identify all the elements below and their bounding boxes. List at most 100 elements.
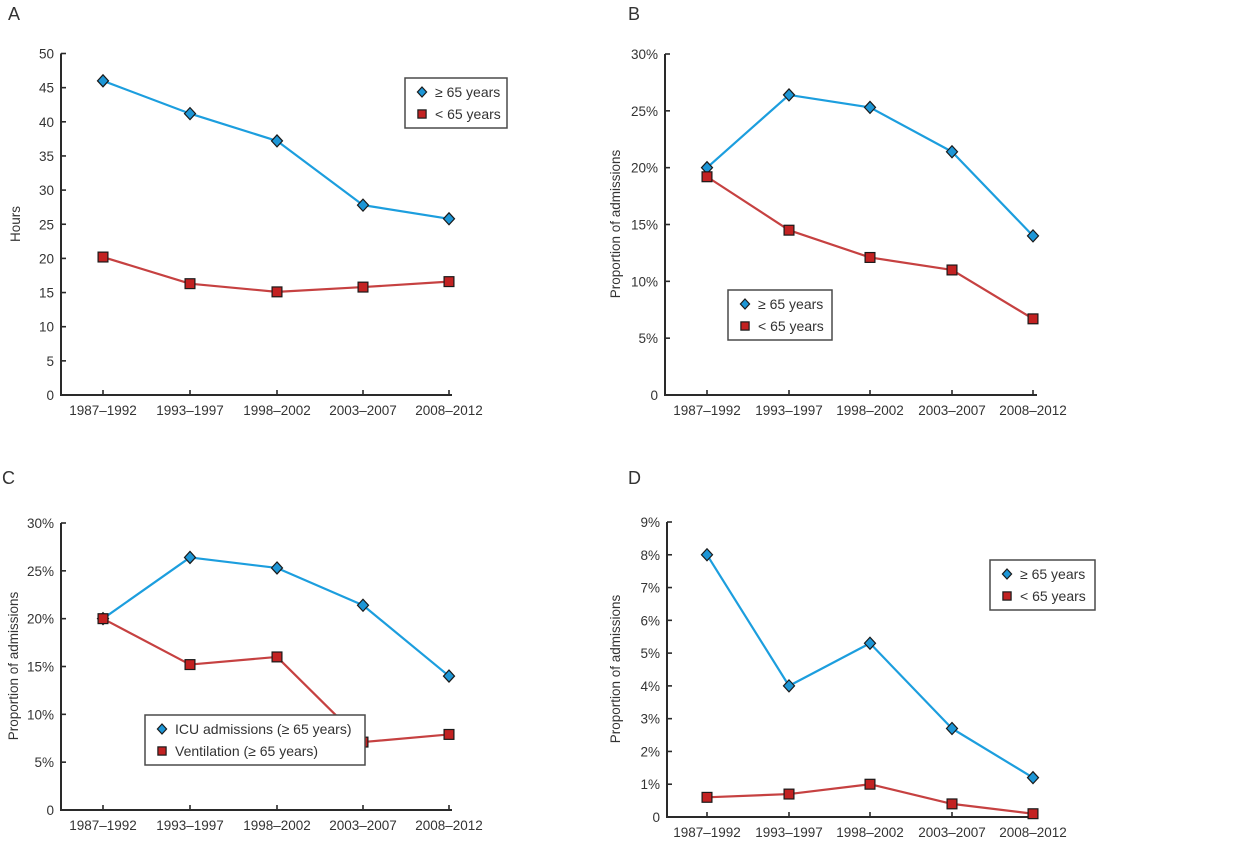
y-axis-title-A: Hours [8,206,23,242]
legend-diamond-icon [1001,568,1013,580]
y-tick-label: 30% [27,516,54,531]
y-tick-label: 8% [640,548,660,563]
axes-panel-D [666,522,1037,818]
y-tick-label: 20% [631,161,658,176]
y-tick-label: 0 [46,388,54,403]
y-tick-label: 10% [27,707,54,722]
diamond-marker-blue [1026,770,1040,785]
square-marker-red [701,791,713,803]
legend-label: ≥ 65 years [435,84,500,100]
y-tick-label: 30 [39,183,54,198]
legend-label: ICU admissions (≥ 65 years) [175,721,352,737]
diamond-marker-blue [96,73,110,88]
y-tick-label: 10 [39,320,54,335]
y-tick-label: 9% [640,515,660,530]
diamond-marker-blue [183,106,197,121]
square-marker-red [946,798,958,810]
legend-label: < 65 years [1020,588,1086,604]
legend-label: Ventilation (≥ 65 years) [175,743,318,759]
panel-label-C: C [2,468,15,488]
x-tick-label: 1993–1997 [755,825,823,840]
y-axis-title-C: Proportion of admissions [6,591,21,740]
x-tick-label: 2008–2012 [999,825,1067,840]
diamond-marker-blue [270,134,284,148]
square-marker-red [357,281,369,293]
square-marker-red [443,728,455,740]
square-marker-red [1027,313,1039,325]
legend-diamond-icon [156,723,168,735]
square-marker-red [443,276,455,288]
x-tick-label: 1993–1997 [755,403,823,418]
square-marker-red [701,171,713,183]
y-tick-label: 1% [640,777,660,792]
panel-label-A: A [8,4,20,24]
square-marker-red [184,659,196,671]
x-tick-label: 1998–2002 [243,403,311,418]
y-tick-label: 25% [27,564,54,579]
y-tick-label: 15 [39,286,54,301]
y-tick-label: 4% [640,679,660,694]
y-tick-label: 30% [631,47,658,62]
square-marker-red [271,286,283,298]
x-tick-label: 1987–1992 [673,403,741,418]
y-tick-label: 5% [34,755,54,770]
y-tick-label: 5 [46,354,54,369]
diamond-marker-blue [782,679,796,693]
diamond-marker-blue [700,547,714,562]
y-tick-label: 40 [39,115,54,130]
diamond-marker-blue [945,144,959,159]
y-tick-label: 5% [640,646,660,661]
x-tick-label: 1993–1997 [156,818,224,833]
square-marker-red [184,278,196,290]
x-tick-label: 1993–1997 [156,403,224,418]
diamond-marker-blue [782,88,796,102]
y-tick-label: 35 [39,149,54,164]
square-marker-red [271,651,283,663]
y-tick-label: 50 [39,47,54,62]
x-tick-label: 2003–2007 [329,403,397,418]
legend-label: ≥ 65 years [1020,566,1085,582]
diamond-marker-blue [356,198,370,213]
y-tick-label: 2% [640,744,660,759]
square-marker-red [864,778,876,790]
x-tick-label: 2008–2012 [415,818,483,833]
legend-square-icon [157,746,167,756]
y-tick-label: 15% [27,660,54,675]
series-line-blue [102,79,450,220]
legend-diamond-icon [416,86,428,98]
legend-square-icon [740,321,750,331]
square-marker-red [946,264,958,276]
square-marker-red [783,788,795,800]
legend-square-icon [1002,591,1012,601]
y-tick-label: 15% [631,218,658,233]
y-tick-label: 3% [640,712,660,727]
x-tick-label: 2008–2012 [999,403,1067,418]
x-tick-label: 1987–1992 [673,825,741,840]
y-tick-label: 7% [640,581,660,596]
legend-box-B [727,289,833,341]
legend-label: < 65 years [758,318,824,334]
y-tick-label: 5% [638,331,658,346]
diamond-marker-blue [863,636,877,651]
square-marker-red [97,251,109,263]
axes-panel-A [60,53,452,396]
y-tick-label: 20 [39,251,54,266]
legend-label: ≥ 65 years [758,296,823,312]
panel-label-B: B [628,4,640,24]
diamond-marker-blue [270,561,284,575]
diamond-marker-blue [863,100,877,115]
x-tick-label: 1987–1992 [69,818,137,833]
x-tick-label: 1987–1992 [69,403,137,418]
square-marker-red [864,251,876,263]
diamond-marker-blue [442,669,456,683]
square-marker-red [1027,808,1039,820]
x-tick-label: 2003–2007 [918,403,986,418]
y-tick-label: 25 [39,217,54,232]
y-tick-label: 10% [631,274,658,289]
y-tick-label: 6% [640,613,660,628]
y-tick-label: 0 [46,803,54,818]
diamond-marker-blue [442,211,456,226]
y-axis-title-B: Proportion of admissions [608,149,623,298]
x-tick-label: 1998–2002 [836,403,904,418]
